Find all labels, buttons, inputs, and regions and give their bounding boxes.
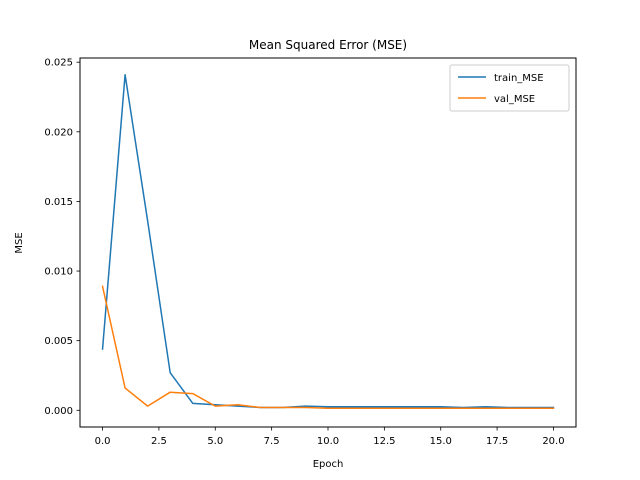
x-tick-label: 20.0	[542, 436, 564, 447]
x-tick-label: 15.0	[430, 436, 452, 447]
x-tick-label: 0.0	[95, 436, 111, 447]
chart-title: Mean Squared Error (MSE)	[249, 38, 407, 52]
y-tick-label: 0.005	[44, 336, 73, 347]
y-tick-label: 0.015	[44, 197, 73, 208]
y-axis-label: MSE	[14, 232, 25, 253]
legend: train_MSE val_MSE	[449, 64, 570, 112]
axes: 0.0 2.5 5.0 7.5 10.0 12.5 15.0 17.5 20.0 0.000 0.0…	[44, 58, 564, 447]
x-tick-label: 5.0	[207, 436, 223, 447]
legend-label-val_MSE: val_MSE	[494, 94, 535, 105]
x-tick-label: 2.5	[151, 436, 167, 447]
series-line-val_MSE	[101, 285, 555, 409]
y-tick-label: 0.020	[44, 127, 73, 138]
x-axis-label: Epoch	[313, 459, 344, 470]
x-tick-label: 7.5	[264, 436, 280, 447]
plot-area	[101, 73, 555, 409]
x-tick-label: 12.5	[373, 436, 395, 447]
x-tick-label: 17.5	[486, 436, 508, 447]
y-tick-label: 0.010	[44, 267, 73, 278]
x-tick-label: 10.0	[317, 436, 339, 447]
legend-label-train_MSE: train_MSE	[494, 73, 544, 84]
y-tick-label: 0.025	[44, 58, 73, 69]
series-line-train_MSE	[101, 73, 555, 409]
y-tick-label: 0.000	[44, 406, 73, 417]
